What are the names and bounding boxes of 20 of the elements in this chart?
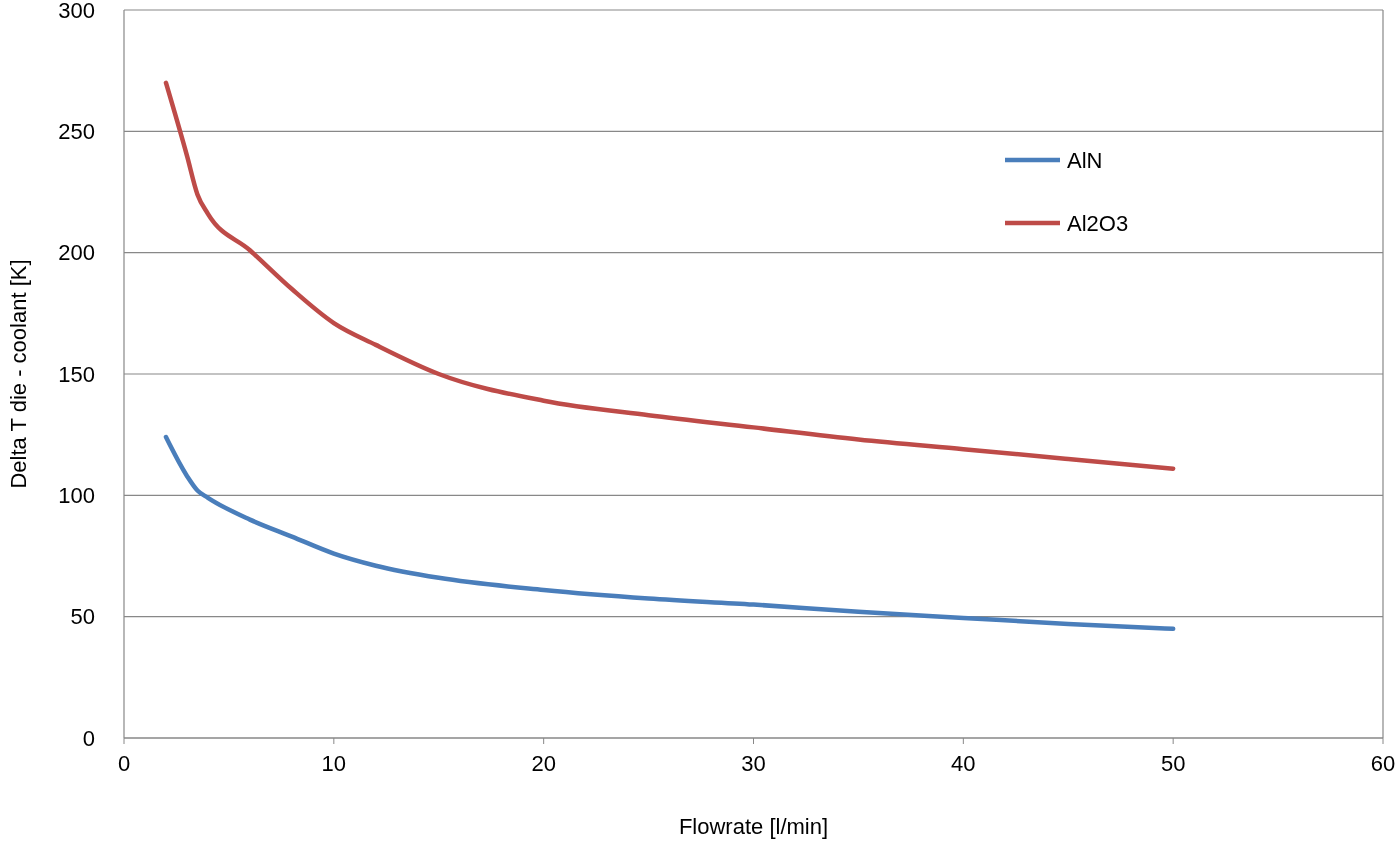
y-tick-label: 50 — [70, 604, 95, 630]
y-axis-title: Delta T die - coolant [K] — [6, 259, 31, 489]
x-tick-label: 50 — [1160, 751, 1186, 776]
y-tick-label: 0 — [82, 725, 95, 751]
y-tick-label: 200 — [58, 240, 95, 266]
legend-label: Al2O3 — [1067, 210, 1129, 236]
line-series — [163, 434, 1176, 632]
y-tick-label: 150 — [58, 361, 95, 387]
x-tick-label: 40 — [951, 751, 976, 776]
x-axis-title: Flowrate [l/min] — [678, 814, 829, 839]
y-tick-label: 100 — [58, 483, 95, 509]
x-tick-label: 20 — [531, 751, 556, 776]
y-tick-label: 250 — [58, 119, 95, 145]
x-tick-label: 10 — [321, 751, 347, 776]
x-tick-label: 60 — [1370, 751, 1396, 776]
legend-label: AlN — [1067, 147, 1103, 173]
line-series — [163, 80, 1176, 471]
y-tick-label: 300 — [58, 0, 95, 23]
x-tick-label: 30 — [741, 751, 766, 776]
x-tick-label: 0 — [117, 751, 131, 776]
